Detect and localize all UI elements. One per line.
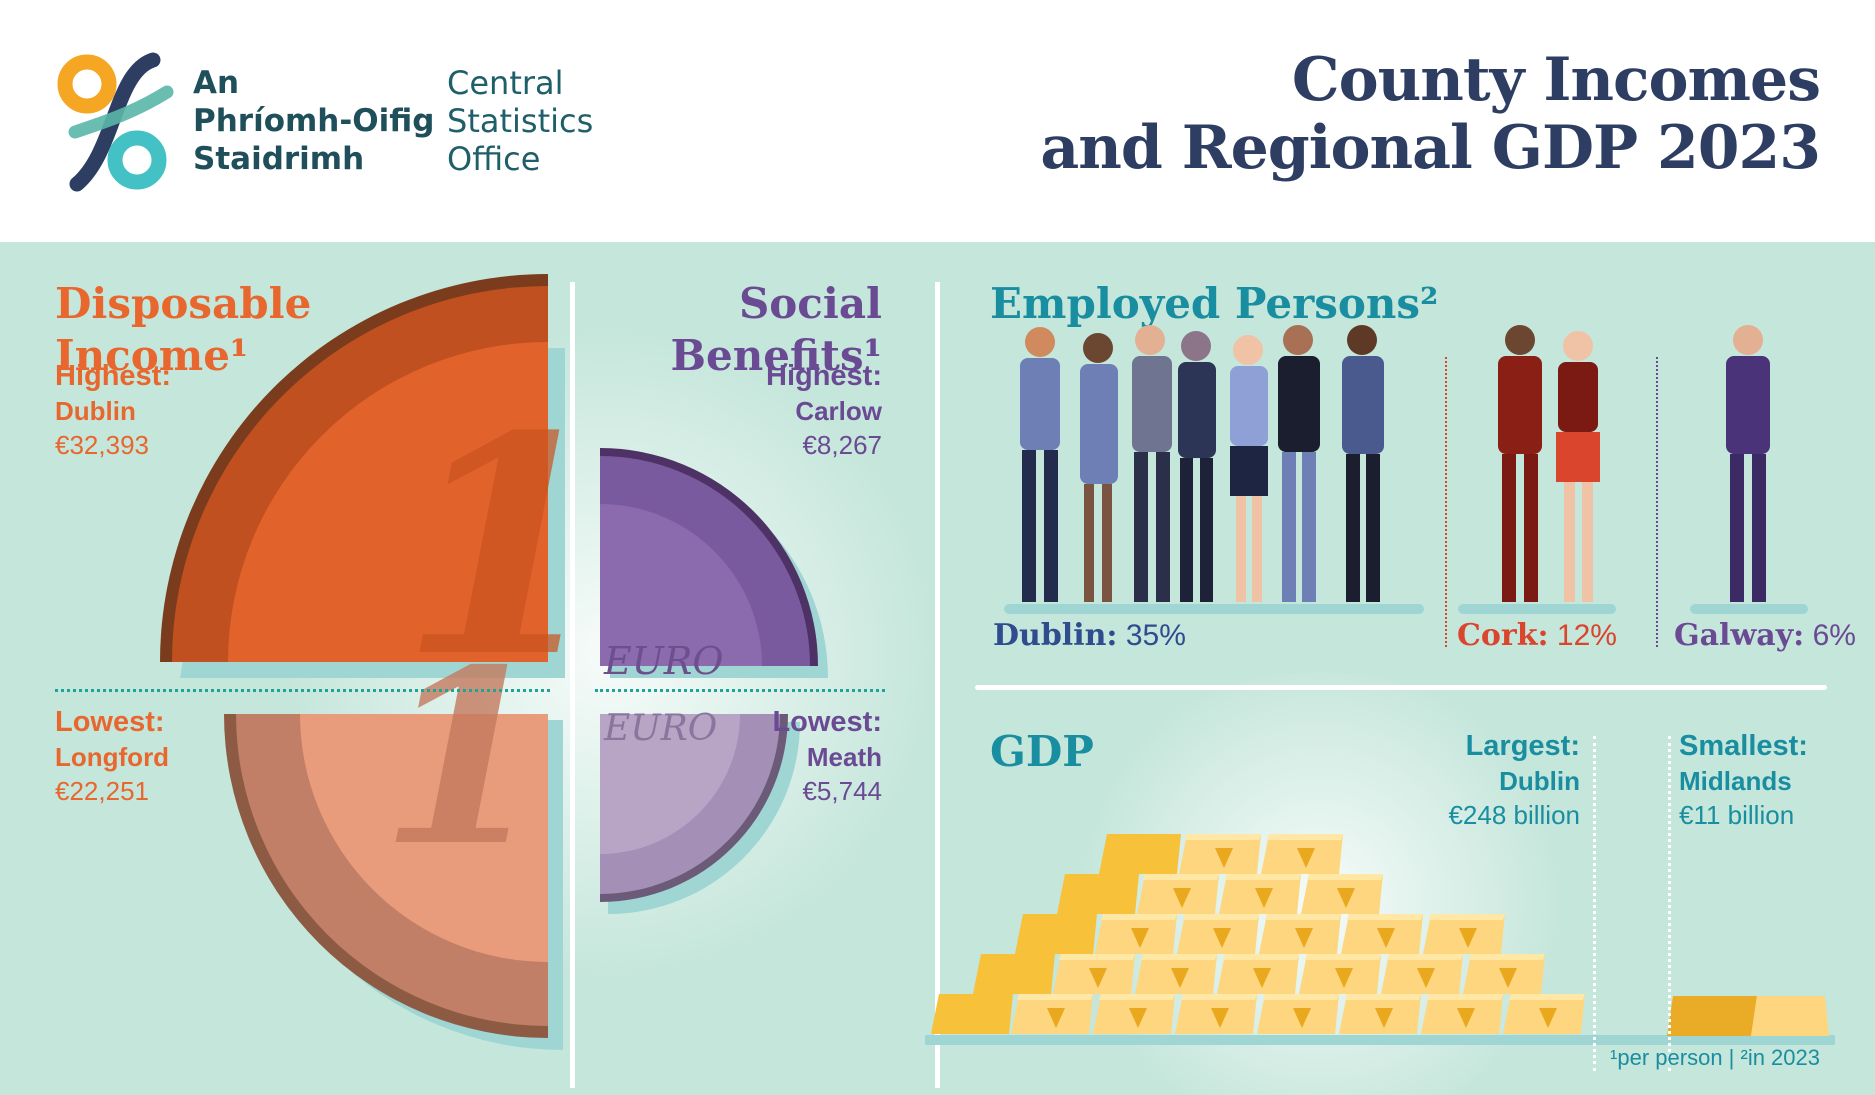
main-panel: 1 1 EURO EURO Disposable Income¹ Highest…	[0, 242, 1875, 1095]
gdp-largest-dotted-line	[1593, 736, 1596, 1071]
benefits-dotted-divider	[595, 689, 885, 692]
disposable-income-lowest: Lowest: Longford €22,251	[55, 706, 170, 806]
cork-dotted-divider	[1445, 357, 1447, 647]
section-divider	[935, 282, 940, 1088]
svg-text:1: 1	[380, 617, 547, 899]
gdp-heading: GDP	[990, 727, 1094, 776]
galway-dotted-divider	[1656, 357, 1658, 647]
people-illustration	[1004, 325, 1808, 614]
disposable-income-highest: Highest: Dublin €32,393	[55, 360, 171, 460]
employment-galway: Galway: 6%	[1674, 618, 1856, 653]
employment-cork: Cork: 12%	[1457, 618, 1617, 653]
svg-text:EURO: EURO	[603, 639, 724, 683]
page-title: County Incomes and Regional GDP 2023	[1040, 45, 1821, 183]
gdp-smallest-dotted-line	[1668, 736, 1671, 1071]
social-benefits-heading: Social Benefits¹	[670, 279, 882, 380]
employed-persons-heading: Employed Persons²	[990, 279, 1439, 328]
disposable-income-heading: Disposable Income¹	[55, 279, 312, 380]
logo-english-name: Central Statistics Office	[447, 64, 594, 178]
coins-vertical-divider	[570, 282, 575, 1088]
employment-gdp-divider	[975, 685, 1827, 690]
cso-logo-icon	[57, 52, 174, 192]
logo-irish-name: An Phríomh-Oifig Staidrimh	[193, 65, 435, 177]
svg-text:EURO: EURO	[603, 708, 717, 749]
header: An Phríomh-Oifig Staidrimh Central Stati…	[0, 0, 1875, 242]
social-benefits-lowest: Lowest: Meath €5,744	[772, 706, 882, 806]
gdp-largest: Largest: Dublin €248 billion	[1448, 730, 1580, 830]
coins-illustration: 1 1 EURO EURO	[160, 274, 828, 1050]
social-benefits-highest: Highest: Carlow €8,267	[766, 360, 882, 460]
footnote: ¹per person | ²in 2023	[1610, 1045, 1820, 1070]
income-dotted-divider	[55, 689, 550, 692]
gold-bars-illustration	[925, 834, 1835, 1045]
employment-dublin: Dublin: 35%	[993, 618, 1186, 653]
gdp-smallest: Smallest: Midlands €11 billion	[1679, 730, 1808, 830]
